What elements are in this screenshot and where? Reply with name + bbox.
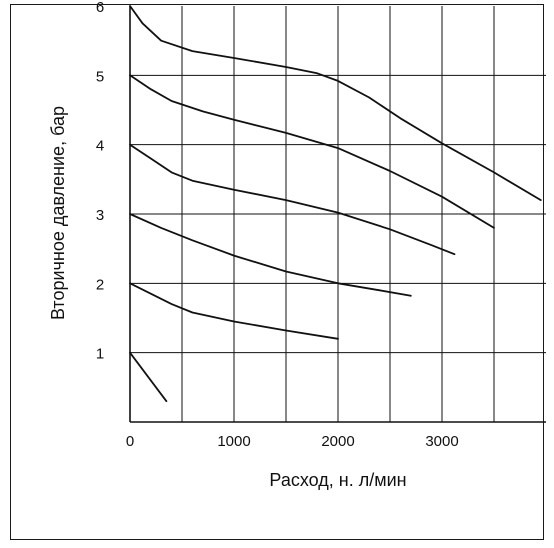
y-tick-label: 2 <box>96 276 104 293</box>
series-line-1 <box>129 5 542 202</box>
y-tick-label: 4 <box>96 138 104 155</box>
x-tick-label: 0 <box>126 433 134 450</box>
x-tick-label: 1000 <box>217 433 250 450</box>
series-line-5 <box>129 282 339 340</box>
series-line-6 <box>129 351 168 403</box>
y-tick-label: 6 <box>96 0 104 16</box>
x-axis-title: Расход, н. л/мин <box>269 470 406 490</box>
x-tick-label: 3000 <box>425 433 458 450</box>
y-tick-label: 5 <box>96 68 104 85</box>
y-axis-title: Вторичное давление, бар <box>48 106 68 320</box>
x-tick-label: 2000 <box>321 433 354 450</box>
series-line-3 <box>129 143 456 256</box>
series-line-2 <box>129 74 495 229</box>
series-line-4 <box>129 213 412 297</box>
chart-frame <box>10 4 544 540</box>
y-tick-label: 3 <box>96 207 104 224</box>
y-tick-label: 1 <box>96 346 104 363</box>
